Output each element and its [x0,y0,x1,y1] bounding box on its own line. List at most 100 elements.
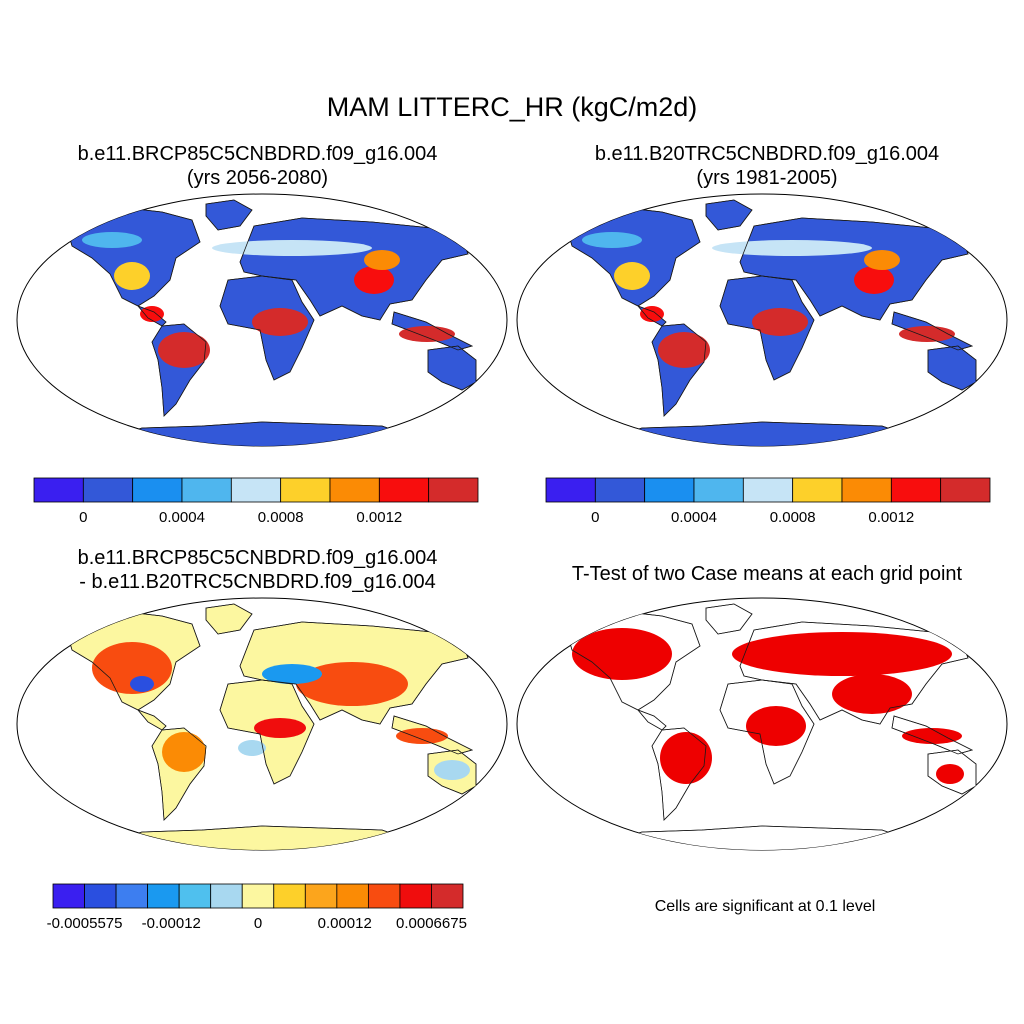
south-america-significant [660,732,712,784]
panel-1-title: b.e11.BRCP85C5CNBDRD.f09_g16.004 (yrs 20… [0,142,515,190]
panel-4-title: T-Test of two Case means at each grid po… [512,562,1022,586]
map-panel-difference [16,597,508,851]
panel-3-case-a: b.e11.BRCP85C5CNBDRD.f09_g16.004 [77,547,438,569]
antarctica-coastline [101,421,423,446]
canada-band [582,232,642,248]
antarctica-coastline [101,825,423,850]
colorbar-swatch [181,477,232,503]
eurasia-coastline [739,621,969,725]
colorbar-swatch [147,883,180,909]
colorbar-tick-label: 0.0008 [770,509,816,526]
colorbar-swatch [230,477,282,503]
south-america-coastline [151,727,207,821]
colorbar-tick-label: 0 [591,509,599,526]
colorbar-swatch [178,883,212,909]
central-america-coastline [636,305,667,327]
greenland-coastline [205,603,253,635]
south-america-coastline [151,323,207,417]
eastern-us-warm [114,262,150,290]
map-panel-future [16,193,508,447]
colorbar-swatch [545,477,596,503]
eastern-us-warm [614,262,650,290]
colorbar-tick-label: -0.00012 [142,915,201,932]
east-asia-warm [864,250,900,270]
colorbar-swatch [742,477,794,503]
colorbar-tick-label: 0.0004 [159,509,205,526]
colorbar-difference: -0.0005575 -0.00012 0 0.00012 0.0006675 [47,883,467,932]
africa-coastline [219,275,315,381]
colorbar-swatch [431,883,464,909]
south-america-coastline [651,323,707,417]
colorbar-tick-label: 0.0006675 [396,915,467,932]
australia-significant [936,764,964,784]
colorbar-tick-label: 0 [79,509,87,526]
west-africa-light [238,740,266,756]
amazon-hotspot [658,332,710,368]
north-america-significant [572,628,672,680]
asia-increase [296,662,408,706]
colorbar-swatch [940,477,991,503]
central-america-coastline [136,305,167,327]
colorbar-swatch [115,883,149,909]
colorbar-swatch [336,883,369,909]
colorbar-swatch [594,477,646,503]
greenland-coastline [705,199,753,231]
colorbar-tick-label: 0 [254,915,262,932]
colorbar-swatch [644,477,695,503]
eurasia-coastline [239,217,469,321]
colorbar-swatch [399,883,432,909]
central-america-coastline [636,709,667,731]
maritime-significant [902,728,962,744]
panel-2-title: b.e11.B20TRC5CNBDRD.f09_g16.004 (yrs 198… [512,142,1022,190]
panel-1-case-name: b.e11.BRCP85C5CNBDRD.f09_g16.004 [77,143,438,165]
eastern-us-decrease [130,676,154,692]
colorbar-swatch [210,883,243,909]
colorbar-swatch [367,883,401,909]
colorbar-swatch [329,477,380,503]
africa-coastline [219,679,315,785]
antarctica-coastline [601,825,923,850]
panel-2-case-name: b.e11.B20TRC5CNBDRD.f09_g16.004 [594,143,940,165]
australia-coastline [927,749,977,795]
map-panel-ttest [516,597,1008,851]
southeast-asia-islands-coastline [391,311,474,351]
colorbar-historical: 0 0.0004 0.0008 0.0012 [545,477,991,526]
panel-3-title: b.e11.BRCP85C5CNBDRD.f09_g16.004 - b.e11… [0,546,515,594]
africa-significant [746,706,806,746]
map-panel-historical [516,193,1008,447]
maritime-continent-hotspot [899,326,955,342]
colorbar-swatch [378,477,430,503]
colorbar-tick-label: 0.00012 [318,915,372,932]
south-china-hotspot [354,266,394,294]
south-america-coastline [651,727,707,821]
boreal-band [712,240,872,256]
colorbar-swatch [841,477,892,503]
colorbar-swatch [82,477,134,503]
colorbar-swatch [241,883,275,909]
panel-4-ttest-label: T-Test of two Case means at each grid po… [571,563,963,585]
eurasia-significant [732,632,952,676]
colorbar-swatch [52,883,85,909]
eurasia-coastline [239,621,469,725]
central-america-coastline [136,709,167,731]
colorbar-tick-label: -0.0005575 [47,915,123,932]
central-africa-hotspot [752,308,808,336]
colorbar-tick-label: 0.0008 [258,509,304,526]
canada-band [82,232,142,248]
east-asia-significant [832,674,912,714]
southeast-asia-islands-coastline [391,715,474,755]
eurasia-coastline [739,217,969,321]
central-america-warm [640,306,664,322]
panel-2-years: (yrs 1981-2005) [696,167,838,189]
africa-coastline [719,679,815,785]
maritime-continent-hotspot [399,326,455,342]
colorbar-tick-label: 0.0012 [356,509,402,526]
colorbar-swatch [84,883,117,909]
antarctica-coastline [601,421,923,446]
colorbar-tick-label: 0.0004 [671,509,717,526]
colorbar-future: 0 0.0004 0.0008 0.0012 [33,477,479,526]
australia-coastline [427,749,477,795]
colorbar-swatch [304,883,338,909]
australia-coastline [427,345,477,391]
